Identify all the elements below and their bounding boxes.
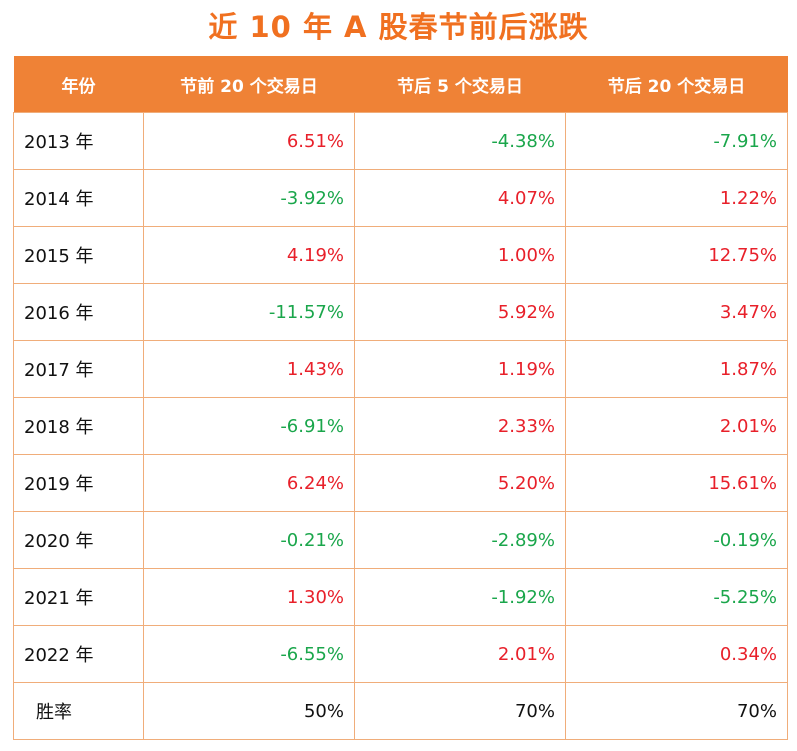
pre20-cell: 1.30%	[143, 568, 355, 626]
post5-cell: 1.00%	[354, 226, 566, 284]
post5-cell: 5.20%	[354, 454, 566, 512]
table-row: 2018 年 -6.91% 2.33% 2.01%	[13, 397, 788, 455]
year-cell: 2021 年	[13, 568, 144, 626]
year-cell: 2013 年	[13, 112, 144, 170]
pre20-cell: 4.19%	[143, 226, 355, 284]
pre20-cell: 1.43%	[143, 340, 355, 398]
win-rate-post20: 70%	[565, 682, 788, 740]
pre20-cell: -3.92%	[143, 169, 355, 227]
table-row: 2019 年 6.24% 5.20% 15.61%	[13, 454, 788, 512]
win-rate-row: 胜率 50% 70% 70%	[13, 682, 788, 740]
year-cell: 2019 年	[13, 454, 144, 512]
post20-cell: 1.22%	[565, 169, 788, 227]
column-header-post5: 节后 5 个交易日	[354, 56, 566, 113]
post5-cell: 5.92%	[354, 283, 566, 341]
table-row: 2022 年 -6.55% 2.01% 0.34%	[13, 625, 788, 683]
post5-cell: -1.92%	[354, 568, 566, 626]
win-rate-pre20: 50%	[143, 682, 355, 740]
post20-cell: -5.25%	[565, 568, 788, 626]
table-row: 2015 年 4.19% 1.00% 12.75%	[13, 226, 788, 284]
column-header-pre20: 节前 20 个交易日	[143, 56, 355, 113]
post20-cell: 15.61%	[565, 454, 788, 512]
post20-cell: 2.01%	[565, 397, 788, 455]
pre20-cell: -6.91%	[143, 397, 355, 455]
pre20-cell: -0.21%	[143, 511, 355, 569]
post20-cell: 3.47%	[565, 283, 788, 341]
table-row: 2016 年 -11.57% 5.92% 3.47%	[13, 283, 788, 341]
column-header-year: 年份	[13, 56, 144, 113]
win-rate-post5: 70%	[354, 682, 566, 740]
table-row: 2014 年 -3.92% 4.07% 1.22%	[13, 169, 788, 227]
pre20-cell: -6.55%	[143, 625, 355, 683]
post20-cell: 12.75%	[565, 226, 788, 284]
pre20-cell: -11.57%	[143, 283, 355, 341]
returns-table: 年份 节前 20 个交易日 节后 5 个交易日 节后 20 个交易日 2013 …	[13, 56, 788, 740]
post5-cell: -4.38%	[354, 112, 566, 170]
year-cell: 2022 年	[13, 625, 144, 683]
post5-cell: 2.01%	[354, 625, 566, 683]
year-cell: 2015 年	[13, 226, 144, 284]
post5-cell: -2.89%	[354, 511, 566, 569]
pre20-cell: 6.24%	[143, 454, 355, 512]
table-row: 2013 年 6.51% -4.38% -7.91%	[13, 112, 788, 170]
table-row: 2020 年 -0.21% -2.89% -0.19%	[13, 511, 788, 569]
table-title: 近 10 年 A 股春节前后涨跌	[208, 10, 589, 44]
post20-cell: -7.91%	[565, 112, 788, 170]
pre20-cell: 6.51%	[143, 112, 355, 170]
table-body: 2013 年 6.51% -4.38% -7.91% 2014 年 -3.92%…	[13, 112, 788, 740]
table-row: 2021 年 1.30% -1.92% -5.25%	[13, 568, 788, 626]
column-header-post20: 节后 20 个交易日	[565, 56, 788, 113]
table-row: 2017 年 1.43% 1.19% 1.87%	[13, 340, 788, 398]
year-cell: 2017 年	[13, 340, 144, 398]
year-cell: 2016 年	[13, 283, 144, 341]
post20-cell: -0.19%	[565, 511, 788, 569]
post20-cell: 0.34%	[565, 625, 788, 683]
win-rate-label: 胜率	[13, 682, 144, 740]
post20-cell: 1.87%	[565, 340, 788, 398]
year-cell: 2014 年	[13, 169, 144, 227]
year-cell: 2018 年	[13, 397, 144, 455]
header-row: 年份 节前 20 个交易日 节后 5 个交易日 节后 20 个交易日	[13, 56, 788, 113]
post5-cell: 4.07%	[354, 169, 566, 227]
year-cell: 2020 年	[13, 511, 144, 569]
post5-cell: 1.19%	[354, 340, 566, 398]
post5-cell: 2.33%	[354, 397, 566, 455]
